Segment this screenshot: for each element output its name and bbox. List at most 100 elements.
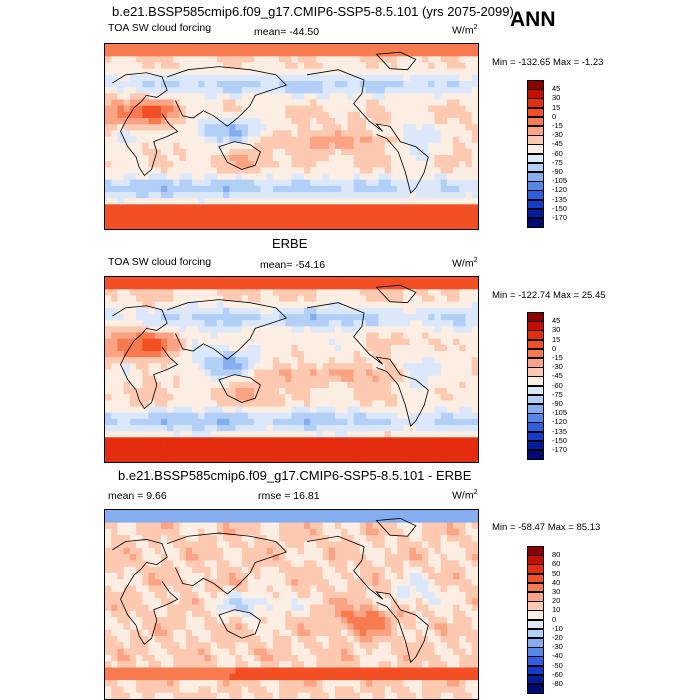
map-cell bbox=[415, 623, 423, 631]
map-cell bbox=[465, 289, 473, 296]
map-cell bbox=[260, 87, 268, 94]
map-cell bbox=[216, 400, 224, 407]
map-cell bbox=[241, 68, 249, 76]
map-cell bbox=[179, 437, 187, 444]
map-cell bbox=[241, 566, 249, 574]
map-cell bbox=[397, 136, 404, 144]
map-cell bbox=[403, 56, 411, 63]
map-cell bbox=[297, 431, 305, 438]
map-cell bbox=[384, 277, 392, 284]
map-cell bbox=[422, 301, 429, 309]
map-cell bbox=[465, 136, 473, 144]
map-cell bbox=[247, 148, 255, 156]
map-cell bbox=[353, 161, 361, 168]
map-cell bbox=[297, 351, 305, 358]
map-cell bbox=[266, 610, 274, 618]
map-cell bbox=[229, 320, 236, 327]
map-cell bbox=[409, 418, 417, 426]
map-cell bbox=[415, 111, 423, 119]
map-cell bbox=[173, 289, 181, 296]
map-cell bbox=[409, 425, 417, 432]
map-cell bbox=[123, 161, 131, 168]
map-cell bbox=[459, 369, 466, 377]
map-cell bbox=[459, 179, 466, 187]
map-cell bbox=[123, 179, 131, 187]
map-cell bbox=[322, 87, 330, 94]
map-cell bbox=[384, 338, 392, 346]
map-cell bbox=[198, 400, 205, 407]
map-cell bbox=[310, 87, 317, 94]
map-cell bbox=[111, 554, 118, 561]
map-cell bbox=[335, 351, 342, 358]
map-cell bbox=[279, 381, 286, 389]
map-cell bbox=[397, 344, 404, 352]
map-cell bbox=[179, 363, 187, 370]
map-cell bbox=[335, 388, 342, 395]
map-cell bbox=[316, 598, 323, 605]
map-cell bbox=[390, 289, 398, 296]
map-cell bbox=[459, 585, 466, 593]
map-cell bbox=[347, 522, 355, 530]
map-cell bbox=[322, 381, 330, 389]
map-cell bbox=[372, 222, 379, 229]
map-cell bbox=[198, 74, 205, 82]
map-cell bbox=[247, 437, 255, 444]
map-cell bbox=[310, 547, 317, 555]
map-cell bbox=[316, 314, 323, 321]
map-cell bbox=[310, 81, 317, 88]
map-cell bbox=[422, 74, 429, 82]
map-cell bbox=[291, 535, 299, 542]
map-cell bbox=[453, 118, 460, 125]
map-cell bbox=[384, 204, 392, 211]
map-cell bbox=[291, 185, 299, 193]
map-cell bbox=[204, 598, 212, 605]
map-cell bbox=[204, 579, 212, 587]
map-cell bbox=[154, 443, 162, 451]
map-cell bbox=[123, 443, 131, 451]
map-cell bbox=[353, 522, 361, 530]
map-cell bbox=[316, 357, 323, 364]
map-cell bbox=[117, 642, 125, 650]
map-cell bbox=[341, 604, 348, 612]
map-cell bbox=[422, 591, 429, 599]
map-cell bbox=[148, 610, 156, 618]
map-cell bbox=[105, 510, 112, 517]
map-cell bbox=[409, 437, 417, 444]
map-cell bbox=[378, 535, 386, 542]
map-cell bbox=[453, 222, 460, 229]
map-cell bbox=[403, 161, 411, 168]
map-cell bbox=[353, 418, 361, 426]
map-cell bbox=[254, 617, 261, 624]
map-cell bbox=[198, 87, 205, 94]
map-cell bbox=[353, 62, 361, 70]
map-cell bbox=[335, 425, 342, 432]
map-cell bbox=[279, 44, 286, 51]
map-cell bbox=[316, 425, 323, 432]
map-cell bbox=[254, 289, 261, 296]
map-cell bbox=[241, 314, 249, 321]
map-cell bbox=[111, 148, 118, 156]
map-cell bbox=[285, 437, 292, 444]
map-cell bbox=[384, 289, 392, 296]
map-cell bbox=[247, 400, 255, 407]
map-cell bbox=[247, 585, 255, 593]
map-cell bbox=[353, 99, 361, 107]
map-cell bbox=[415, 216, 423, 224]
map-cell bbox=[272, 437, 280, 444]
map-cell bbox=[422, 338, 429, 346]
map-cell bbox=[353, 204, 361, 211]
map-cell bbox=[241, 394, 249, 401]
map-cell bbox=[465, 173, 473, 181]
map-cell bbox=[160, 185, 168, 193]
map-cell bbox=[173, 161, 181, 168]
map-cell bbox=[446, 629, 454, 637]
map-cell bbox=[390, 418, 398, 426]
map-cell bbox=[285, 136, 292, 144]
map-cell bbox=[198, 388, 205, 395]
map-cell bbox=[279, 222, 286, 229]
map-cell bbox=[440, 173, 448, 181]
map-cell bbox=[434, 198, 442, 205]
map-cell bbox=[260, 74, 268, 82]
map-cell bbox=[303, 425, 311, 432]
map-cell bbox=[459, 136, 466, 144]
